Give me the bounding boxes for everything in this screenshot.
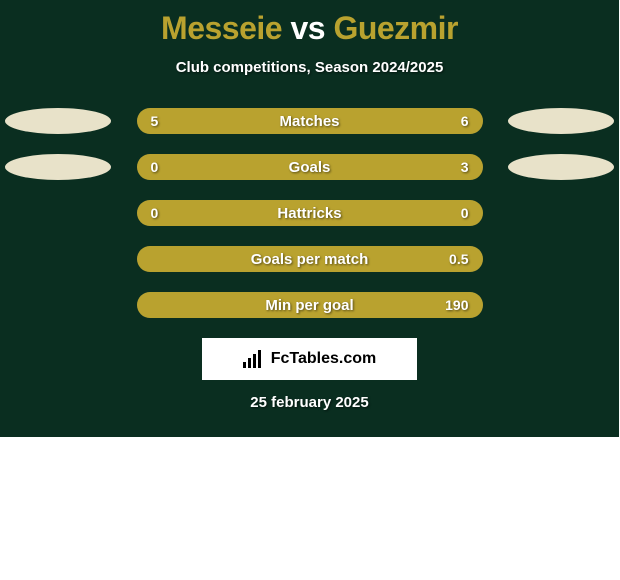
- player2-name: Guezmir: [333, 10, 458, 46]
- player2-badge: [508, 154, 614, 180]
- brand-text: FcTables.com: [271, 350, 377, 368]
- bar-track: Matches56: [137, 108, 483, 134]
- bar-fill-right: [137, 292, 483, 318]
- player1-name: Messeie: [161, 10, 282, 46]
- bar-track: Hattricks00: [137, 200, 483, 226]
- date-text: 25 february 2025: [0, 394, 619, 411]
- subtitle: Club competitions, Season 2024/2025: [0, 59, 619, 76]
- brand-logo[interactable]: FcTables.com: [202, 338, 417, 380]
- bar-chart-icon: [243, 350, 265, 368]
- bar-track: Min per goal190: [137, 292, 483, 318]
- bar-fill-left: [137, 108, 293, 134]
- player1-badge: [5, 108, 111, 134]
- stats-card: Messeie vs Guezmir Club competitions, Se…: [0, 0, 619, 437]
- bar-track: Goals per match0.5: [137, 246, 483, 272]
- bar-fill-right: [292, 108, 482, 134]
- bar-fill-left: [137, 200, 483, 226]
- vs-text: vs: [290, 10, 325, 46]
- title: Messeie vs Guezmir: [0, 0, 619, 47]
- bar-fill-left: [137, 154, 199, 180]
- player2-badge: [508, 108, 614, 134]
- bar-fill-right: [199, 154, 483, 180]
- stat-row: Goals03: [0, 144, 619, 190]
- player1-badge: [5, 154, 111, 180]
- stats-rows: Matches56 Goals03 Hattricks00 Goals per mat…: [0, 98, 619, 328]
- stat-row: Goals per match0.5: [0, 236, 619, 282]
- bar-fill-right: [137, 246, 483, 272]
- bar-track: Goals03: [137, 154, 483, 180]
- stat-row: Hattricks00: [0, 190, 619, 236]
- stat-row: Matches56: [0, 98, 619, 144]
- stat-row: Min per goal190: [0, 282, 619, 328]
